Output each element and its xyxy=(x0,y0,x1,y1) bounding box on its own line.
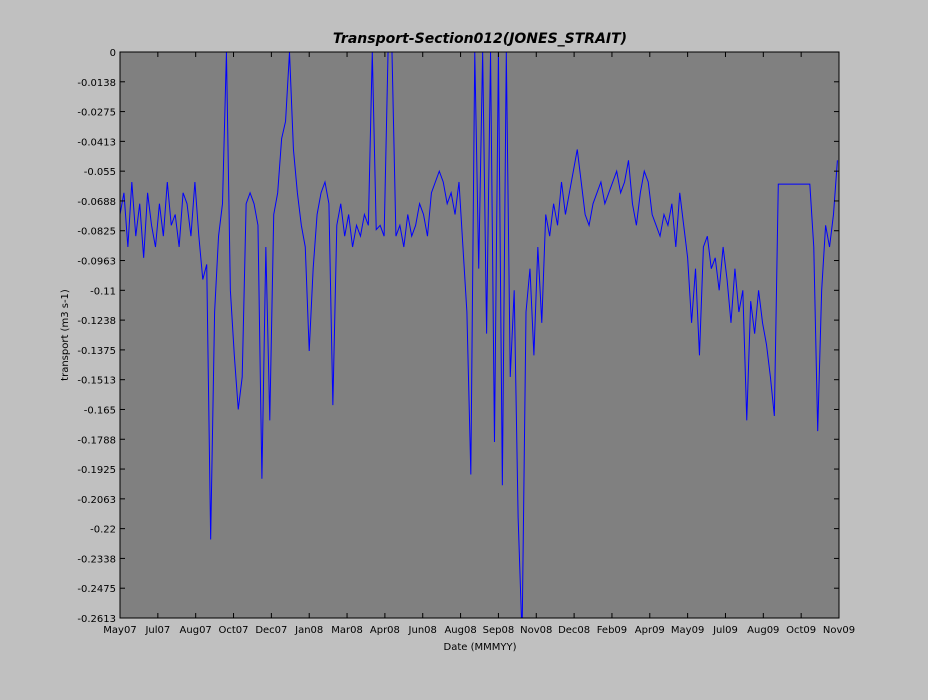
chart-title: Transport-Section012(JONES_STRAIT) xyxy=(333,31,627,47)
y-tick-label: -0.1513 xyxy=(77,376,116,387)
x-tick-label: Nov09 xyxy=(823,625,855,636)
y-tick-label: -0.0275 xyxy=(77,108,116,119)
x-tick-label: Jul07 xyxy=(144,625,170,636)
y-tick-label: -0.1788 xyxy=(77,435,116,446)
x-tick-label: Oct07 xyxy=(219,625,249,636)
y-tick-label: -0.1925 xyxy=(77,465,116,476)
x-tick-label: May07 xyxy=(103,625,136,636)
x-tick-label: Dec07 xyxy=(255,625,287,636)
y-tick-label: -0.1375 xyxy=(77,346,116,357)
y-tick-label: -0.2338 xyxy=(77,554,116,565)
x-tick-label: Aug08 xyxy=(444,625,476,636)
plot-area xyxy=(120,52,839,618)
x-axis-label: Date (MMMYY) xyxy=(444,642,517,653)
x-tick-label: Jan08 xyxy=(294,625,323,636)
x-tick-label: Jul09 xyxy=(712,625,738,636)
y-tick-label: -0.0825 xyxy=(77,227,116,238)
x-tick-label: Feb09 xyxy=(597,625,627,636)
x-tick-label: Sep08 xyxy=(483,625,515,636)
y-tick-label: -0.2475 xyxy=(77,584,116,595)
x-tick-label: Aug09 xyxy=(747,625,779,636)
y-tick-label: -0.0688 xyxy=(77,197,116,208)
x-tick-label: Apr09 xyxy=(635,625,665,636)
y-tick-label: -0.0138 xyxy=(77,78,116,89)
y-tick-label: -0.2613 xyxy=(77,614,116,625)
x-tick-label: Nov08 xyxy=(520,625,552,636)
y-tick-label: -0.165 xyxy=(84,405,116,416)
x-tick-label: Apr08 xyxy=(370,625,400,636)
y-tick-label: 0 xyxy=(110,48,116,59)
y-tick-label: -0.22 xyxy=(90,525,116,536)
x-tick-label: Jun08 xyxy=(408,625,437,636)
x-tick-label: May09 xyxy=(671,625,704,636)
y-axis-label: transport (m3 s-1) xyxy=(60,289,71,381)
x-tick-label: Oct09 xyxy=(786,625,816,636)
y-tick-label: -0.0963 xyxy=(77,257,116,268)
plot-frame xyxy=(119,51,840,619)
y-tick-label: -0.1238 xyxy=(77,316,116,327)
x-tick-label: Dec08 xyxy=(558,625,590,636)
y-tick-label: -0.2063 xyxy=(77,495,116,506)
y-tick-label: -0.0413 xyxy=(77,137,116,148)
y-tick-label: -0.055 xyxy=(84,167,116,178)
data-layer xyxy=(120,52,838,618)
x-tick-label: Aug07 xyxy=(180,625,212,636)
series-line xyxy=(120,52,838,618)
y-tick-label: -0.11 xyxy=(90,286,116,297)
x-tick-label: Mar08 xyxy=(331,625,363,636)
